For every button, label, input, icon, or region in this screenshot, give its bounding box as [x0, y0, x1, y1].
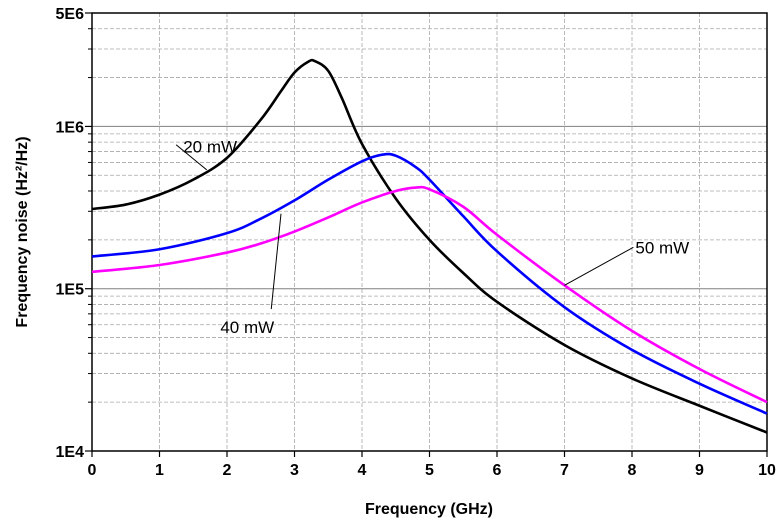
annotation-leader — [270, 213, 282, 310]
x-tick-label: 9 — [695, 462, 704, 479]
x-tick-label: 3 — [290, 462, 299, 479]
y-tick-label: 1E5 — [56, 282, 85, 299]
series-line-2 — [91, 152, 768, 415]
x-tick-label: 7 — [560, 462, 569, 479]
x-tick-label: 10 — [758, 462, 776, 479]
x-tick-label: 1 — [155, 462, 164, 479]
annotation-leader — [564, 246, 634, 286]
x-tick-label: 0 — [88, 462, 97, 479]
annotation-label: 20 mW — [183, 138, 237, 157]
y-tick-labels: 1E4 1E5 1E6 5E6 — [56, 6, 85, 461]
series-layer — [91, 58, 768, 434]
x-tick-label: 8 — [628, 462, 637, 479]
y-tick-label: 1E4 — [56, 444, 85, 461]
y-tick-label: 1E6 — [56, 119, 85, 136]
x-tick-label: 5 — [425, 462, 434, 479]
x-tick-label: 4 — [358, 462, 367, 479]
y-axis-title: Frequency noise (Hz²/Hz) — [14, 136, 31, 327]
annotation-label: 50 mW — [635, 238, 689, 257]
y-tick-label: 5E6 — [56, 6, 85, 23]
series-line-3 — [91, 185, 768, 404]
axis-ticks — [85, 12, 768, 457]
series-line-1 — [91, 58, 768, 434]
x-tick-label: 2 — [223, 462, 232, 479]
x-axis-title: Frequency (GHz) — [365, 501, 493, 518]
annotation-leader — [175, 144, 208, 171]
x-tick-labels: 0 1 2 3 4 5 6 7 8 9 10 — [88, 462, 776, 479]
annotation-label: 40 mW — [220, 318, 274, 337]
x-tick-label: 6 — [493, 462, 502, 479]
major-grid — [92, 125, 767, 290]
minor-grid — [92, 13, 767, 451]
annotations: 20 mW 40 mW 50 mW — [175, 138, 689, 337]
